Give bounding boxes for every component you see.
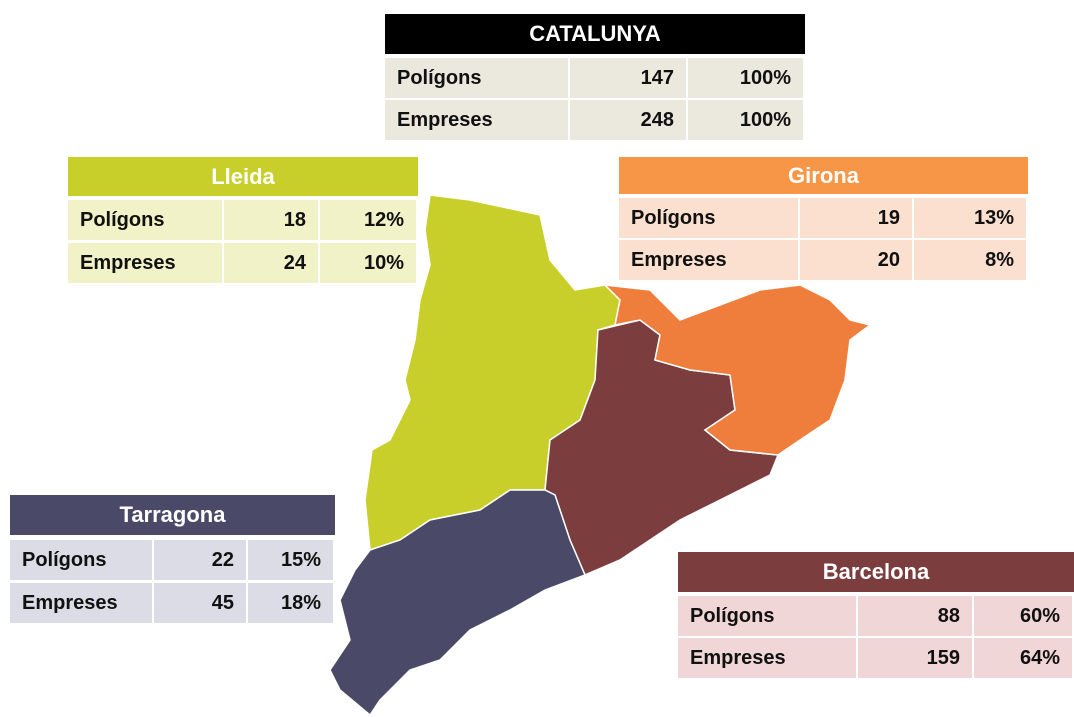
panel-title: Barcelona [678,552,1074,592]
row-value: 18% [248,583,333,623]
panel-title: CATALUNYA [385,14,805,54]
panel-title: Tarragona [10,495,335,535]
row-label: Polígons [619,198,798,238]
row-label: Polígons [68,200,222,240]
row-value: 13% [914,198,1026,238]
row-value: 8% [914,240,1026,280]
row-value: 12% [320,200,416,240]
row-value: 45 [154,583,246,623]
row-value: 18 [224,200,318,240]
row-value: 60% [974,596,1072,636]
row-label: Polígons [10,540,152,580]
region-girona [602,284,872,456]
row-value: 22 [154,540,246,580]
row-label: Polígons [385,58,568,98]
row-value: 24 [224,243,318,283]
row-label: Empreses [68,243,222,283]
row-value: 10% [320,243,416,283]
row-value: 159 [858,638,972,678]
row-value: 19 [800,198,912,238]
row-value: 20 [800,240,912,280]
row-value: 88 [858,596,972,636]
row-label: Empreses [385,100,568,140]
row-value: 64% [974,638,1072,678]
row-value: 147 [570,58,686,98]
panel-title: Girona [619,157,1028,194]
row-value: 100% [688,100,803,140]
row-label: Polígons [678,596,856,636]
row-value: 100% [688,58,803,98]
row-value: 248 [570,100,686,140]
row-label: Empreses [678,638,856,678]
panel-title: Lleida [68,157,418,196]
region-tarragona [329,489,586,717]
row-label: Empreses [619,240,798,280]
row-value: 15% [248,540,333,580]
row-label: Empreses [10,583,152,623]
